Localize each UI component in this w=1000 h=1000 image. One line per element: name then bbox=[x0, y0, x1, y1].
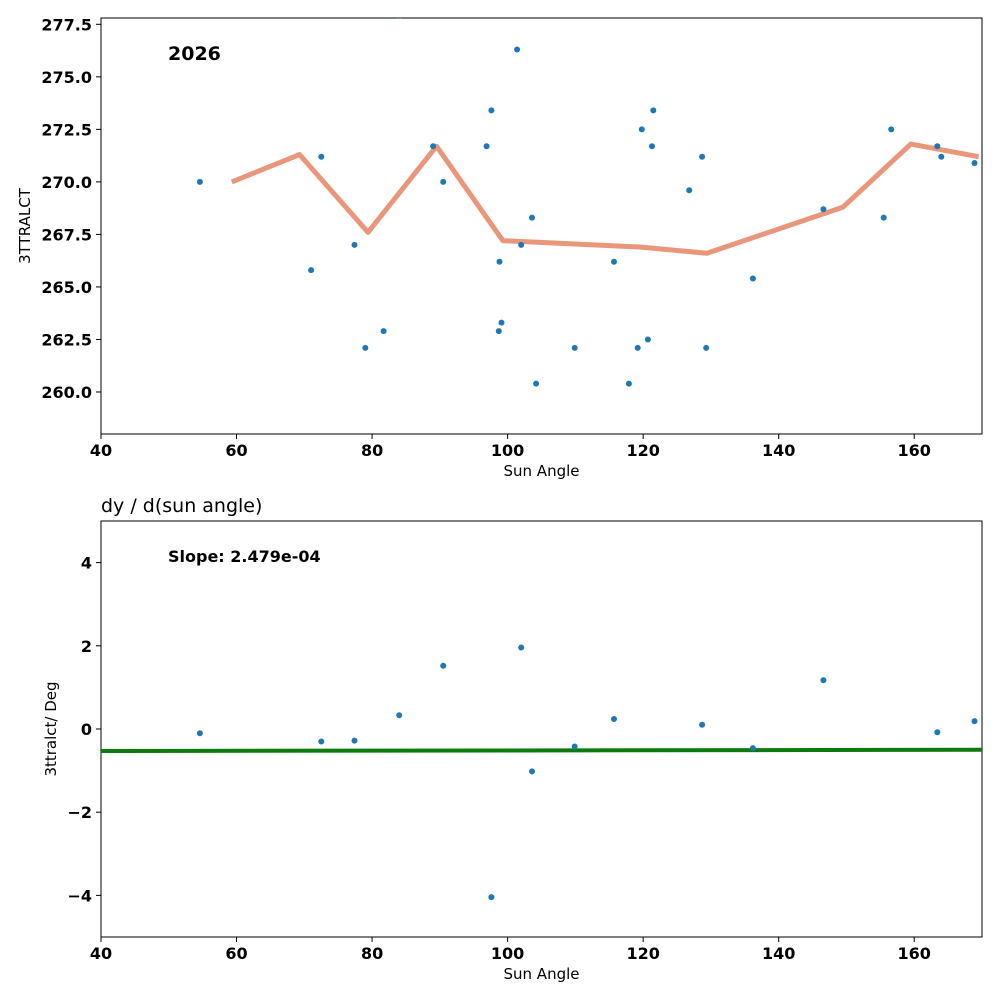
data-point bbox=[529, 214, 535, 221]
data-point bbox=[440, 662, 447, 669]
data-point bbox=[625, 380, 632, 387]
data-point bbox=[749, 745, 756, 752]
data-point bbox=[934, 729, 941, 736]
plot-marks bbox=[196, 18, 980, 387]
data-point bbox=[430, 143, 437, 150]
x-axis-label: Sun Angle bbox=[504, 965, 580, 983]
data-point bbox=[634, 344, 641, 351]
data-point bbox=[611, 258, 617, 265]
data-point bbox=[396, 712, 403, 719]
data-point bbox=[529, 768, 535, 775]
y-tick-label: 275.0 bbox=[41, 68, 92, 87]
y-tick-label: 4 bbox=[81, 554, 92, 573]
data-point bbox=[488, 107, 495, 114]
data-point bbox=[514, 46, 521, 53]
x-tick-label: 40 bbox=[90, 944, 112, 963]
data-point bbox=[971, 160, 978, 166]
x-axis-label: Sun Angle bbox=[504, 462, 580, 480]
x-tick-label: 80 bbox=[361, 944, 383, 963]
data-point bbox=[483, 143, 490, 150]
x-tick-label: 100 bbox=[491, 441, 524, 460]
x-tick-label: 160 bbox=[898, 441, 931, 460]
data-point bbox=[496, 258, 503, 265]
data-point bbox=[699, 721, 706, 728]
data-point bbox=[880, 214, 887, 221]
data-point bbox=[638, 126, 645, 133]
plot-area bbox=[100, 520, 983, 938]
data-point bbox=[488, 894, 495, 901]
plot-area bbox=[100, 17, 983, 435]
data-point bbox=[533, 380, 540, 387]
data-point bbox=[351, 737, 358, 744]
y-tick-label: 262.5 bbox=[41, 330, 92, 349]
data-point bbox=[820, 206, 827, 213]
panel-1: 40 60 80 100 120 140 160 260.0 262.5 265.0 267.5 27… bbox=[16, 15, 983, 480]
data-point bbox=[196, 730, 203, 737]
y-tick-label: 272.5 bbox=[41, 120, 92, 139]
x-tick-label: 60 bbox=[225, 441, 247, 460]
y-tick-label: 2 bbox=[81, 637, 92, 656]
data-point bbox=[699, 153, 706, 160]
y-tick-label: 260.0 bbox=[41, 383, 92, 402]
data-point bbox=[518, 644, 525, 651]
x-tick-label: 100 bbox=[491, 944, 524, 963]
y-axis-label: 3ttralct/ Deg bbox=[42, 681, 60, 776]
data-point bbox=[308, 267, 315, 274]
panel-2: 40 60 80 100 120 140 160 −4 −2 0 2 4 Sun Angle 3ttral… bbox=[42, 495, 983, 983]
data-point bbox=[318, 738, 325, 745]
data-point bbox=[686, 187, 693, 194]
x-tick-label: 140 bbox=[762, 441, 795, 460]
x-tick-label: 140 bbox=[762, 944, 795, 963]
y-tick-label: −2 bbox=[67, 803, 92, 822]
data-point bbox=[749, 275, 756, 282]
data-point bbox=[440, 178, 447, 185]
data-point bbox=[498, 319, 505, 326]
x-tick-label: 40 bbox=[90, 441, 112, 460]
data-point bbox=[362, 344, 369, 351]
data-point bbox=[397, 18, 402, 19]
chart-annotation: Slope: 2.479e-04 bbox=[168, 547, 321, 566]
data-point bbox=[934, 143, 941, 150]
y-axis-label: 3TTRALCT bbox=[16, 187, 34, 264]
data-point bbox=[649, 143, 655, 150]
x-tick-label: 80 bbox=[361, 441, 383, 460]
data-point bbox=[650, 107, 657, 114]
data-point bbox=[196, 178, 203, 185]
data-point bbox=[703, 344, 710, 351]
data-point bbox=[888, 126, 895, 133]
y-tick-label: 277.5 bbox=[41, 15, 92, 34]
y-tick-label: −4 bbox=[67, 886, 92, 905]
data-point bbox=[351, 241, 358, 248]
x-tick-label: 120 bbox=[626, 944, 659, 963]
data-point bbox=[495, 328, 502, 335]
chart-annotation: 2026 bbox=[168, 43, 221, 65]
plot-marks bbox=[101, 644, 982, 901]
fit-line bbox=[101, 747, 982, 753]
x-tick-label: 60 bbox=[225, 944, 247, 963]
x-tick-label: 160 bbox=[898, 944, 931, 963]
x-tick-label: 120 bbox=[626, 441, 659, 460]
y-tick-label: 265.0 bbox=[41, 278, 92, 297]
data-point bbox=[380, 328, 387, 335]
data-point bbox=[518, 241, 525, 248]
data-point bbox=[318, 153, 325, 160]
data-point bbox=[820, 677, 827, 684]
chart-title: dy / d(sun angle) bbox=[101, 495, 262, 517]
data-point bbox=[571, 743, 578, 750]
y-tick-label: 0 bbox=[81, 720, 92, 739]
data-point bbox=[938, 153, 945, 160]
data-point bbox=[971, 718, 978, 725]
y-tick-label: 267.5 bbox=[41, 225, 92, 244]
data-point bbox=[611, 716, 617, 722]
data-point bbox=[644, 336, 651, 343]
trend-line bbox=[230, 141, 980, 256]
y-tick-label: 270.0 bbox=[41, 173, 92, 192]
data-point bbox=[571, 344, 578, 351]
